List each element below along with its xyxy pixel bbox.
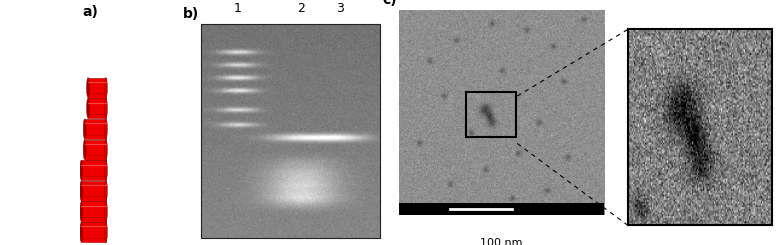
Bar <box>201 24 381 238</box>
Ellipse shape <box>80 222 83 242</box>
Ellipse shape <box>105 181 108 201</box>
Ellipse shape <box>105 222 108 242</box>
Bar <box>81 160 106 180</box>
Ellipse shape <box>87 78 90 98</box>
Ellipse shape <box>80 181 83 201</box>
Ellipse shape <box>83 119 87 139</box>
Text: a): a) <box>82 5 98 19</box>
Text: 1: 1 <box>234 2 242 15</box>
Ellipse shape <box>105 78 108 98</box>
Bar <box>81 201 106 221</box>
Bar <box>81 181 106 201</box>
Bar <box>399 203 604 215</box>
Text: 2: 2 <box>297 2 305 15</box>
Ellipse shape <box>105 160 108 180</box>
Text: b): b) <box>183 7 200 21</box>
Bar <box>81 222 106 242</box>
Bar <box>466 92 516 137</box>
Ellipse shape <box>105 201 108 221</box>
Ellipse shape <box>105 139 108 160</box>
Ellipse shape <box>105 98 108 118</box>
Ellipse shape <box>80 160 83 180</box>
Bar <box>88 78 106 98</box>
Bar <box>85 139 106 160</box>
Text: 3: 3 <box>335 2 343 15</box>
Ellipse shape <box>105 119 108 139</box>
Bar <box>85 119 106 139</box>
Ellipse shape <box>80 201 83 221</box>
Ellipse shape <box>83 139 87 160</box>
Text: 100 nm: 100 nm <box>480 238 523 245</box>
Ellipse shape <box>87 98 90 118</box>
Text: c): c) <box>382 0 397 7</box>
Bar <box>88 98 106 118</box>
